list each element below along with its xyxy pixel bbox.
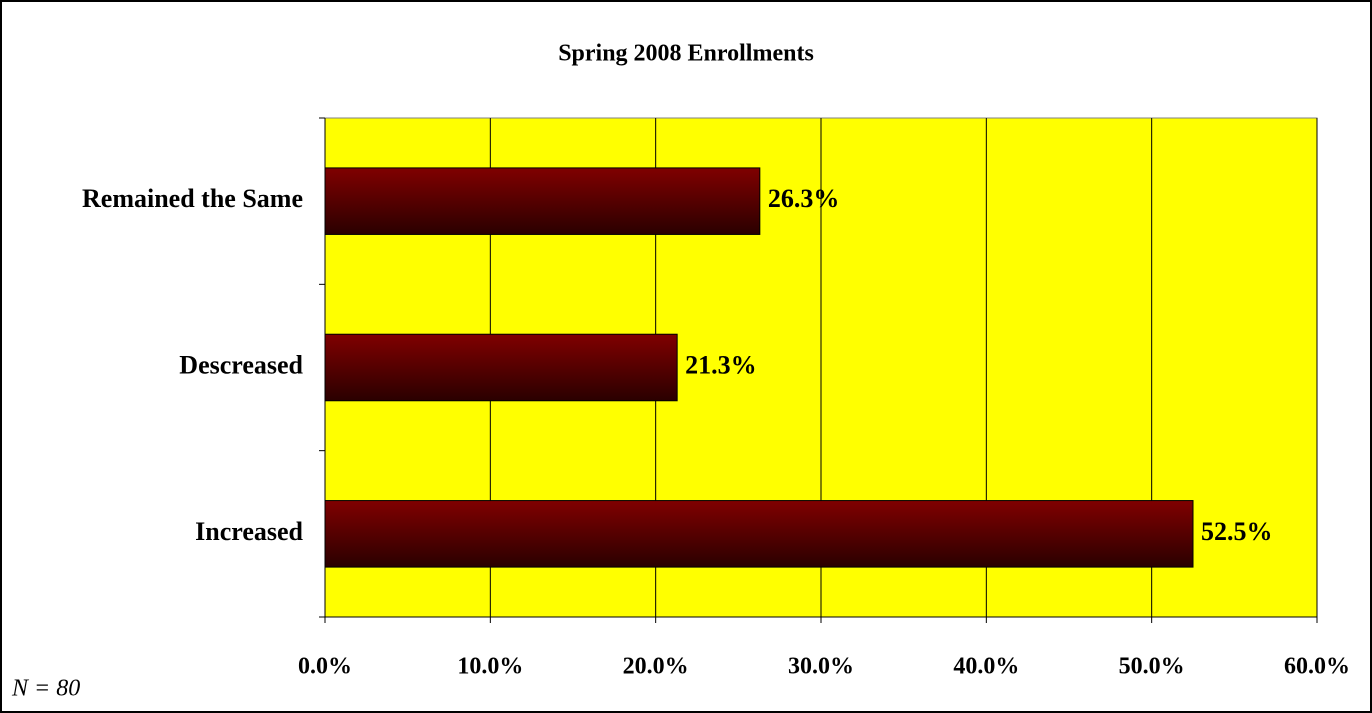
y-tick-label: Increased: [195, 517, 303, 546]
data-label: 26.3%: [768, 184, 840, 213]
x-tick-label: 30.0%: [788, 654, 854, 680]
y-tick-label: Descreased: [179, 350, 303, 379]
y-tick-label: Remained the Same: [82, 184, 303, 213]
bar: [324, 333, 678, 402]
bar: [324, 500, 1194, 568]
x-tick-label: 10.0%: [457, 654, 523, 680]
x-tick-label: 60.0%: [1284, 654, 1350, 680]
x-tick-label: 20.0%: [623, 654, 689, 680]
x-tick-label: 50.0%: [1119, 654, 1185, 680]
bar: [324, 167, 761, 235]
x-tick-label: 0.0%: [298, 654, 352, 680]
annotation: N = 80: [11, 676, 80, 702]
data-label: 21.3%: [685, 350, 757, 379]
chart-title: Spring 2008 Enrollments: [558, 41, 814, 67]
data-label: 52.5%: [1201, 517, 1273, 546]
x-tick-label: 40.0%: [953, 654, 1019, 680]
